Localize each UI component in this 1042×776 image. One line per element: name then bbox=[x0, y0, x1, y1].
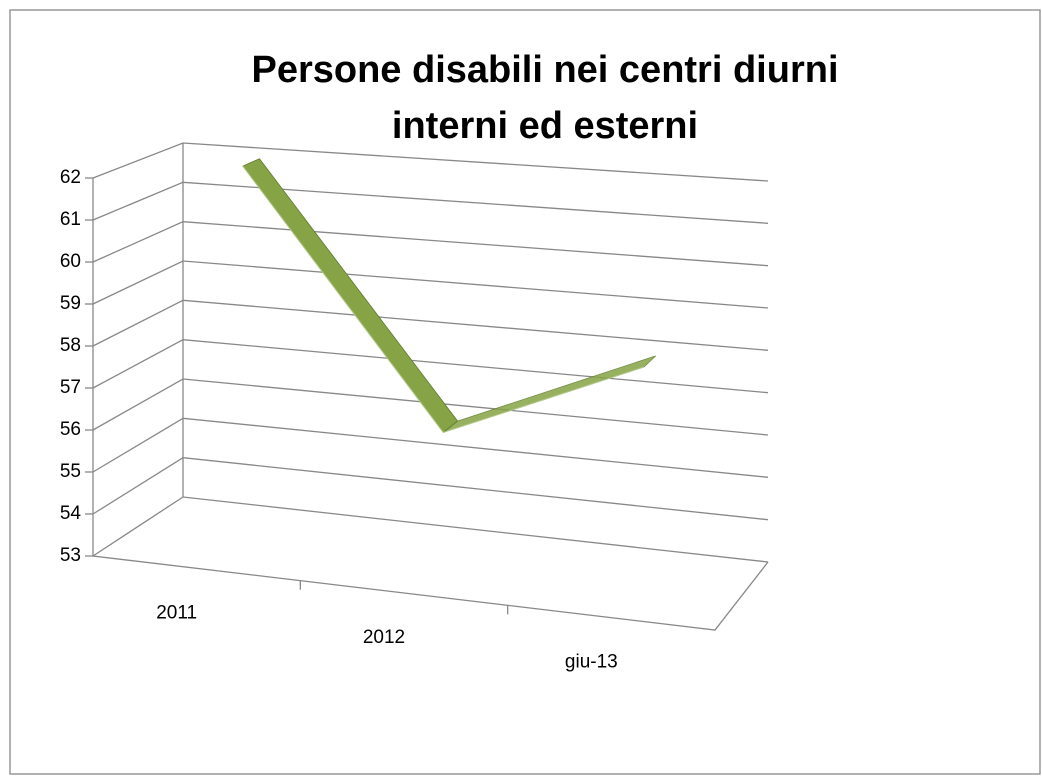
y-tick-label: 58 bbox=[60, 335, 81, 356]
y-tick-label: 57 bbox=[60, 377, 81, 398]
x-tick-label: 2011 bbox=[156, 602, 197, 623]
y-tick-label: 56 bbox=[60, 419, 81, 440]
x-tick-label: 2012 bbox=[363, 627, 405, 648]
y-tick-label: 59 bbox=[60, 293, 81, 314]
x-tick-label: giu-13 bbox=[565, 652, 618, 673]
line-series bbox=[242, 165, 645, 433]
floor-frame bbox=[92, 178, 769, 631]
chart-border bbox=[9, 9, 1041, 775]
y-tick-label: 60 bbox=[60, 251, 81, 272]
chart-title: Persone disabili nei centri diurni intern… bbox=[251, 49, 838, 147]
y-tick-label: 55 bbox=[60, 461, 81, 482]
y-tick-label: 53 bbox=[60, 545, 81, 566]
y-tick-label: 54 bbox=[60, 503, 82, 524]
y-tick-label: 61 bbox=[60, 209, 81, 230]
y-tick-label: 62 bbox=[60, 167, 81, 188]
